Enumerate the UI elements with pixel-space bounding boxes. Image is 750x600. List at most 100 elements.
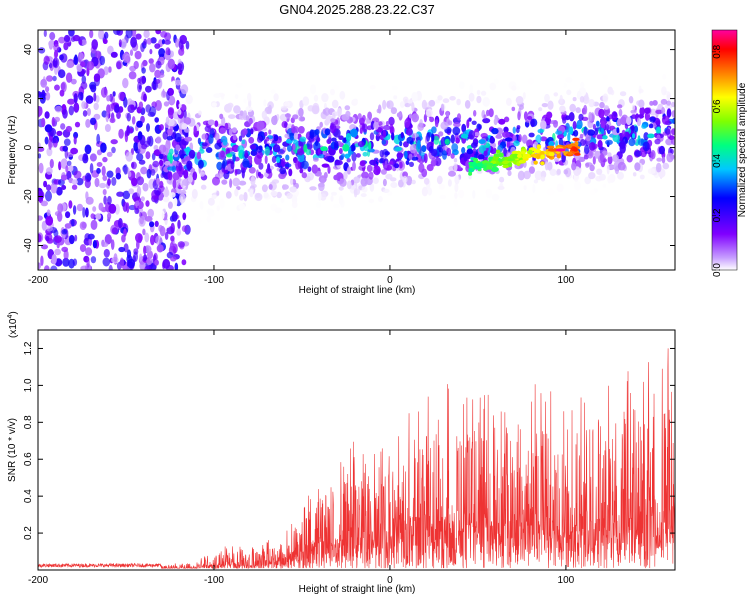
- heatmap-cell: [579, 133, 584, 139]
- heatmap-cell: [404, 103, 411, 108]
- heatmap-cell: [573, 147, 578, 152]
- heatmap-cell: [112, 91, 116, 97]
- heatmap-cell: [93, 113, 101, 120]
- heatmap-cell: [170, 222, 175, 234]
- heatmap-cell: [386, 100, 391, 108]
- heatmap-cell: [163, 83, 169, 92]
- heatmap-cell: [567, 151, 573, 156]
- heatmap-cell: [261, 110, 267, 120]
- heatmap-cell: [234, 188, 239, 197]
- heatmap-cell: [159, 124, 164, 131]
- heatmap-cell: [159, 210, 165, 220]
- heatmap-cell: [660, 98, 668, 105]
- heatmap-cell: [185, 40, 190, 50]
- snr-scale-prefix: (x10: [8, 318, 19, 338]
- heatmap-cell: [410, 203, 418, 213]
- heatmap-cell: [52, 75, 57, 82]
- heatmap-cell: [317, 182, 325, 188]
- heatmap-cell: [411, 179, 416, 185]
- heatmap-cell: [599, 152, 605, 162]
- heatmap-cell: [141, 143, 148, 150]
- heatmap-cell: [464, 100, 471, 109]
- heatmap-cell: [575, 107, 581, 114]
- heatmap-cell: [330, 88, 335, 96]
- heatmap-cell: [122, 190, 131, 200]
- heatmap-cell: [587, 129, 595, 136]
- heatmap-cell: [111, 146, 116, 154]
- heatmap-cell: [72, 258, 78, 266]
- heatmap-cell: [156, 244, 164, 253]
- heatmap-cell: [68, 30, 75, 37]
- heatmap-cell: [181, 123, 188, 130]
- colorbar-tick-label: 0.8: [712, 44, 723, 58]
- heatmap-cell: [279, 167, 287, 175]
- heatmap-cell: [349, 144, 356, 152]
- heatmap-y-axis-label: Frequency (Hz): [7, 116, 18, 185]
- heatmap-cell: [216, 205, 220, 212]
- heatmap-cell: [45, 86, 50, 93]
- heatmap-cell: [85, 95, 94, 104]
- heatmap-cell: [346, 158, 351, 163]
- heatmap-cell: [219, 113, 224, 120]
- heatmap-cell: [169, 192, 176, 198]
- heatmap-cell: [491, 193, 500, 201]
- heatmap-cell: [291, 124, 295, 134]
- heatmap-cell: [166, 128, 173, 136]
- heatmap-cell: [504, 156, 509, 162]
- heatmap-cell: [141, 67, 146, 74]
- heatmap-cell: [107, 45, 114, 55]
- heatmap-cell: [127, 258, 136, 269]
- heatmap-cell: [406, 136, 414, 144]
- heatmap-cell: [152, 160, 160, 168]
- heatmap-cell: [102, 38, 108, 44]
- heatmap-cell: [271, 155, 277, 164]
- heatmap-cell: [338, 186, 344, 191]
- heatmap-cell: [280, 106, 288, 111]
- heatmap-cell: [550, 120, 558, 125]
- heatmap-cell: [39, 191, 45, 200]
- heatmap-cell: [567, 132, 571, 142]
- heatmap-cell: [178, 39, 184, 50]
- heatmap-cell: [463, 152, 468, 162]
- heatmap-cell: [389, 160, 394, 165]
- heatmap-cell: [476, 89, 481, 96]
- heatmap-cell: [164, 231, 169, 240]
- chart-title: GN04.2025.288.23.22.C37: [279, 2, 434, 17]
- heatmap-cell: [196, 151, 201, 160]
- heatmap-cell: [248, 117, 253, 125]
- heatmap-cell: [184, 156, 191, 161]
- heatmap-cell: [128, 71, 137, 80]
- heatmap-cell: [107, 195, 112, 205]
- heatmap-cell: [154, 259, 159, 266]
- heatmap-cell: [280, 198, 285, 203]
- heatmap-cell: [666, 108, 672, 118]
- heatmap-cell: [438, 183, 445, 190]
- heatmap-cell: [390, 107, 397, 115]
- heatmap-cell: [98, 182, 107, 189]
- heatmap-cell: [62, 109, 68, 119]
- heatmap-cell: [423, 177, 430, 185]
- heatmap-cell: [230, 161, 235, 170]
- heatmap-cell: [522, 154, 528, 158]
- heatmap-cell: [506, 140, 511, 148]
- heatmap-cell: [630, 109, 637, 114]
- heatmap-cell: [214, 132, 220, 141]
- heatmap-cell: [583, 126, 588, 136]
- heatmap-cell: [438, 131, 444, 137]
- heatmap-cell: [63, 249, 69, 261]
- heatmap-cell: [135, 233, 143, 243]
- heatmap-cell: [90, 219, 98, 230]
- heatmap-cell: [85, 191, 89, 201]
- heatmap-cell: [411, 113, 420, 123]
- heatmap-cell: [602, 93, 609, 103]
- heatmap-peak: [555, 148, 566, 152]
- heatmap-cell: [93, 73, 101, 82]
- heatmap-cell: [143, 30, 150, 39]
- heatmap-cell: [573, 129, 579, 137]
- heatmap-cell: [396, 112, 402, 118]
- heatmap-cell: [493, 78, 499, 85]
- heatmap-cell: [92, 206, 97, 212]
- heatmap-cell: [617, 104, 623, 109]
- heatmap-cell: [270, 190, 278, 197]
- heatmap-cell: [58, 69, 66, 79]
